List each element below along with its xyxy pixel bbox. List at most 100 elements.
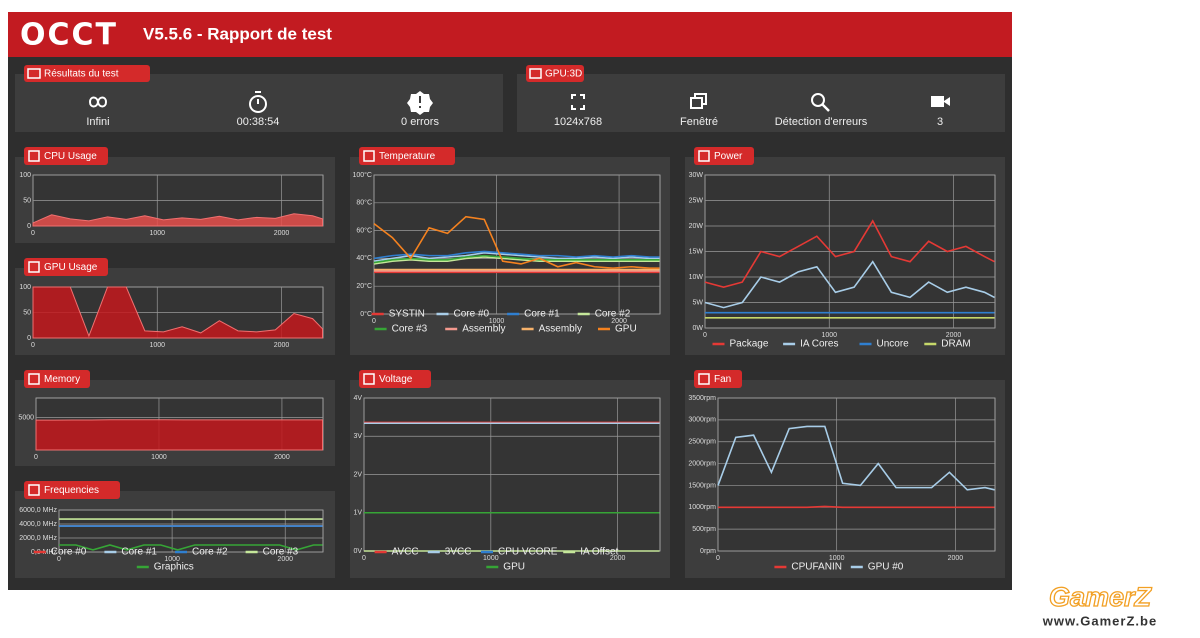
icon-window (694, 93, 707, 105)
icon (28, 150, 40, 162)
legend-label: Core #3 (392, 324, 428, 335)
y-tick-label: 0°C (360, 310, 372, 318)
area (35, 419, 324, 451)
y-tick-label: 2500rpm (688, 439, 716, 446)
y-tick-label: 100 (19, 284, 31, 291)
legend-label: Package (730, 339, 769, 350)
y-tick-label: 60°C (356, 226, 372, 234)
legend-label: AVCC (392, 547, 419, 558)
line (373, 254, 660, 264)
icon-infinite (88, 96, 108, 108)
icon (28, 484, 40, 496)
y-tick-label: 25W (689, 197, 704, 204)
y-tick-label: 50 (23, 309, 31, 316)
legend-label: Assembly (462, 324, 505, 335)
y-tick-label: 3500rpm (688, 395, 716, 402)
panel-badge (24, 370, 90, 388)
x-tick-label: 2000 (277, 556, 293, 563)
x-tick-label: 1000 (483, 555, 499, 562)
header-title: V5.5.6 - Rapport de test (143, 24, 332, 43)
x-tick-label: 0 (703, 332, 707, 339)
y-tick-label: 2000rpm (688, 460, 716, 467)
panel-title: Memory (44, 374, 80, 385)
info-value: 00:38:54 (237, 116, 280, 128)
y-tick-label: 20W (689, 223, 704, 230)
legend-label: Core #1 (524, 309, 560, 320)
legend-label: Uncore (877, 339, 910, 350)
x-tick-label: 0 (31, 342, 35, 349)
panel-title: Voltage (379, 374, 413, 385)
header-bar (8, 12, 1012, 57)
icon (698, 373, 710, 385)
legend-label: Core #0 (454, 309, 490, 320)
icon-search (811, 93, 825, 107)
y-tick-label: 80°C (356, 199, 372, 207)
watermark-url: www.GamerZ.be (1042, 613, 1157, 628)
logo: OCCT (20, 18, 118, 53)
y-tick-label: 3000rpm (688, 417, 716, 424)
x-tick-label: 0 (31, 230, 35, 237)
line (373, 252, 660, 262)
y-tick-label: 0W (693, 325, 704, 332)
legend-label: Assembly (539, 324, 582, 335)
panel-title: Frequencies (44, 485, 99, 496)
panel-title: Résultats du test (44, 69, 119, 80)
plot-area (717, 397, 996, 552)
info-value: Infini (86, 116, 109, 128)
x-tick-label: 2000 (611, 318, 627, 325)
y-tick-label: 20°C (356, 282, 372, 290)
x-tick-label: 2000 (610, 555, 626, 562)
y-tick-label: 2000,0 MHz (19, 535, 57, 542)
y-tick-label: 0rpm (700, 548, 716, 555)
x-tick-label: 2000 (274, 230, 290, 237)
legend-label: GPU (615, 324, 637, 335)
info-value: 3 (937, 116, 943, 128)
area (32, 286, 324, 339)
icon-stopwatch (249, 95, 267, 113)
icon-camera (944, 97, 950, 106)
legend-label: CPUFANIN (791, 562, 842, 573)
legend-label: GPU #0 (868, 562, 904, 573)
x-tick-label: 0 (362, 555, 366, 562)
y-tick-label: 4V (353, 395, 362, 402)
icon (27, 68, 41, 79)
y-tick-label: 6000,0 MHz (19, 507, 57, 514)
x-tick-label: 2000 (948, 555, 964, 562)
line (717, 425, 995, 491)
legend-label: Graphics (154, 562, 194, 573)
x-tick-label: 0 (57, 556, 61, 563)
y-tick-label: 0 (27, 223, 31, 230)
x-tick-label: 1000 (821, 332, 837, 339)
line (59, 544, 323, 551)
icon-camera (931, 96, 944, 107)
icon-resolution (571, 94, 585, 110)
y-tick-label: 10W (689, 274, 704, 281)
panel-title: Fan (714, 374, 731, 385)
legend-label: Core #2 (595, 309, 631, 320)
y-tick-label: 3V (353, 433, 362, 440)
line (373, 256, 660, 265)
x-tick-label: 1000 (149, 342, 165, 349)
area (32, 213, 324, 227)
icon (698, 150, 710, 162)
panel-title: Power (714, 151, 743, 162)
y-tick-label: 100 (19, 172, 31, 179)
y-tick-label: 40°C (356, 254, 372, 262)
panel-title: Temperature (379, 151, 436, 162)
legend-label: IA Offset (580, 547, 618, 558)
panel-title: GPU:3D (545, 69, 582, 80)
x-tick-label: 0 (34, 454, 38, 461)
y-tick-label: 1000rpm (688, 504, 716, 511)
panel-badge (359, 370, 431, 388)
y-tick-label: 2V (353, 471, 362, 478)
panel-badge (24, 481, 120, 499)
info-value: 1024x768 (554, 116, 602, 128)
y-tick-label: 5W (693, 299, 704, 306)
panel-badge (359, 147, 455, 165)
panel-title: GPU Usage (44, 262, 98, 273)
icon (363, 373, 375, 385)
y-tick-label: 4000,0 MHz (19, 521, 57, 528)
x-tick-label: 1000 (164, 556, 180, 563)
x-tick-label: 1000 (489, 318, 505, 325)
